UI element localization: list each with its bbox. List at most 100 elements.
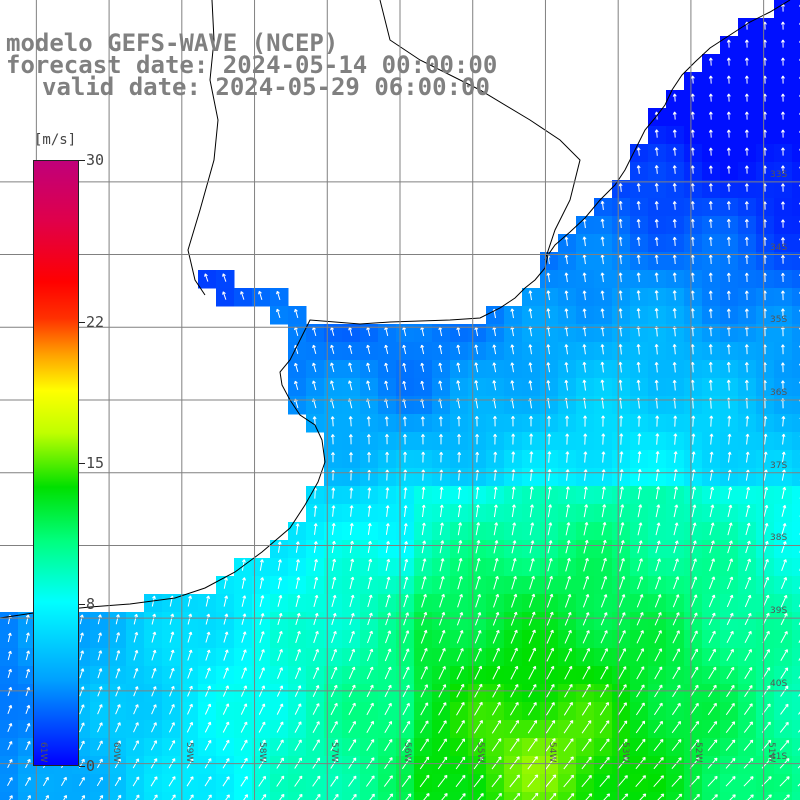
wind-arrow [726,111,731,120]
wind-arrow [421,611,428,626]
forecast-date: forecast date: 2024-05-14 00:00:00 [6,51,498,79]
wind-arrow [457,522,463,536]
wind-arrow [780,147,785,156]
coastline-line [0,0,791,619]
wind-arrow [619,576,626,590]
wind-arrow [727,415,732,427]
wind-arrow [385,630,392,644]
wind-arrow [709,469,714,481]
wind-arrow [763,504,769,518]
longitude-label: 57W [329,742,340,763]
wind-arrow [727,451,732,463]
wind-arrow [599,756,610,770]
wind-arrow [690,236,695,247]
wind-arrow [690,666,699,680]
wind-arrow [582,594,590,608]
wind-arrow [600,594,608,608]
wind-arrow [349,452,353,463]
wind-arrow [567,793,575,800]
wind-arrow [366,720,374,734]
wind-arrow [636,183,641,192]
wind-arrow [367,594,373,608]
wind-arrow [744,57,749,66]
wind-arrow [276,290,281,301]
wind-arrow [385,612,391,626]
wind-arrow [456,612,464,626]
wind-arrow [636,254,641,265]
wind-arrow [583,469,588,481]
wind-arrow [709,558,715,572]
wind-arrow [421,522,426,536]
wind-arrow [531,792,539,800]
wind-arrow [637,468,642,481]
longitude-label: 58W [256,742,267,763]
wind-arrow [583,575,590,590]
wind-arrow [204,273,209,282]
wind-arrow [420,720,429,734]
wind-arrow [403,487,408,499]
wind-arrow [621,793,629,800]
wind-arrow [473,738,484,752]
wind-arrow [277,559,282,571]
wind-arrow [708,308,713,319]
wind-arrow [97,614,102,625]
wind-arrow [689,702,699,716]
field-cell [792,612,800,631]
wind-arrow [581,701,591,716]
wind-arrow [763,486,769,500]
wind-arrow [150,740,157,751]
wind-arrow [583,521,589,536]
wind-arrow [187,595,192,607]
colorbar [33,160,79,766]
wind-arrow [223,613,229,625]
wind-arrow [493,469,498,481]
wind-arrow [780,201,785,210]
latitude-label: 34S [770,242,788,253]
wind-arrow [24,776,31,787]
wind-arrow [619,540,625,554]
wind-arrow [151,722,157,733]
wind-arrow [600,648,608,662]
field-cell [360,792,379,800]
wind-arrow [133,704,139,715]
field-cell [288,792,307,800]
wind-arrow [330,721,338,734]
wind-arrow [708,344,713,355]
wind-arrow [240,739,248,751]
wind-arrow [349,594,355,608]
wind-arrow [582,254,587,265]
wind-arrow [582,236,587,247]
wind-arrow [727,433,732,445]
wind-arrow [654,611,662,626]
wind-arrow [657,793,665,800]
wind-arrow [672,236,677,246]
wind-arrow [511,558,517,572]
wind-arrow [690,272,695,283]
longitude-label: 52W [692,742,703,763]
wind-arrow [438,720,447,734]
wind-arrow [780,111,785,120]
colorbar-tick-mark [79,160,85,161]
wind-arrow [780,129,785,138]
wind-arrow [492,380,497,391]
field-cell [72,792,91,800]
wind-arrow [779,739,790,751]
wind-arrow [510,344,515,355]
wind-arrow [564,344,569,355]
wind-arrow [313,541,318,553]
wind-arrow [331,487,336,499]
wind-arrow [349,558,355,572]
wind-arrow [617,756,628,770]
wind-arrow [421,558,427,572]
wind-arrow [222,703,230,715]
wind-arrow [672,219,677,228]
wind-arrow [726,290,731,301]
field-cell [792,36,800,55]
wind-arrow [367,558,373,572]
wind-arrow [726,344,731,355]
wind-arrow [690,75,695,84]
field-cell [792,522,800,541]
wind-arrow [690,254,695,265]
wind-arrow [205,595,211,607]
wind-arrow [474,701,483,716]
